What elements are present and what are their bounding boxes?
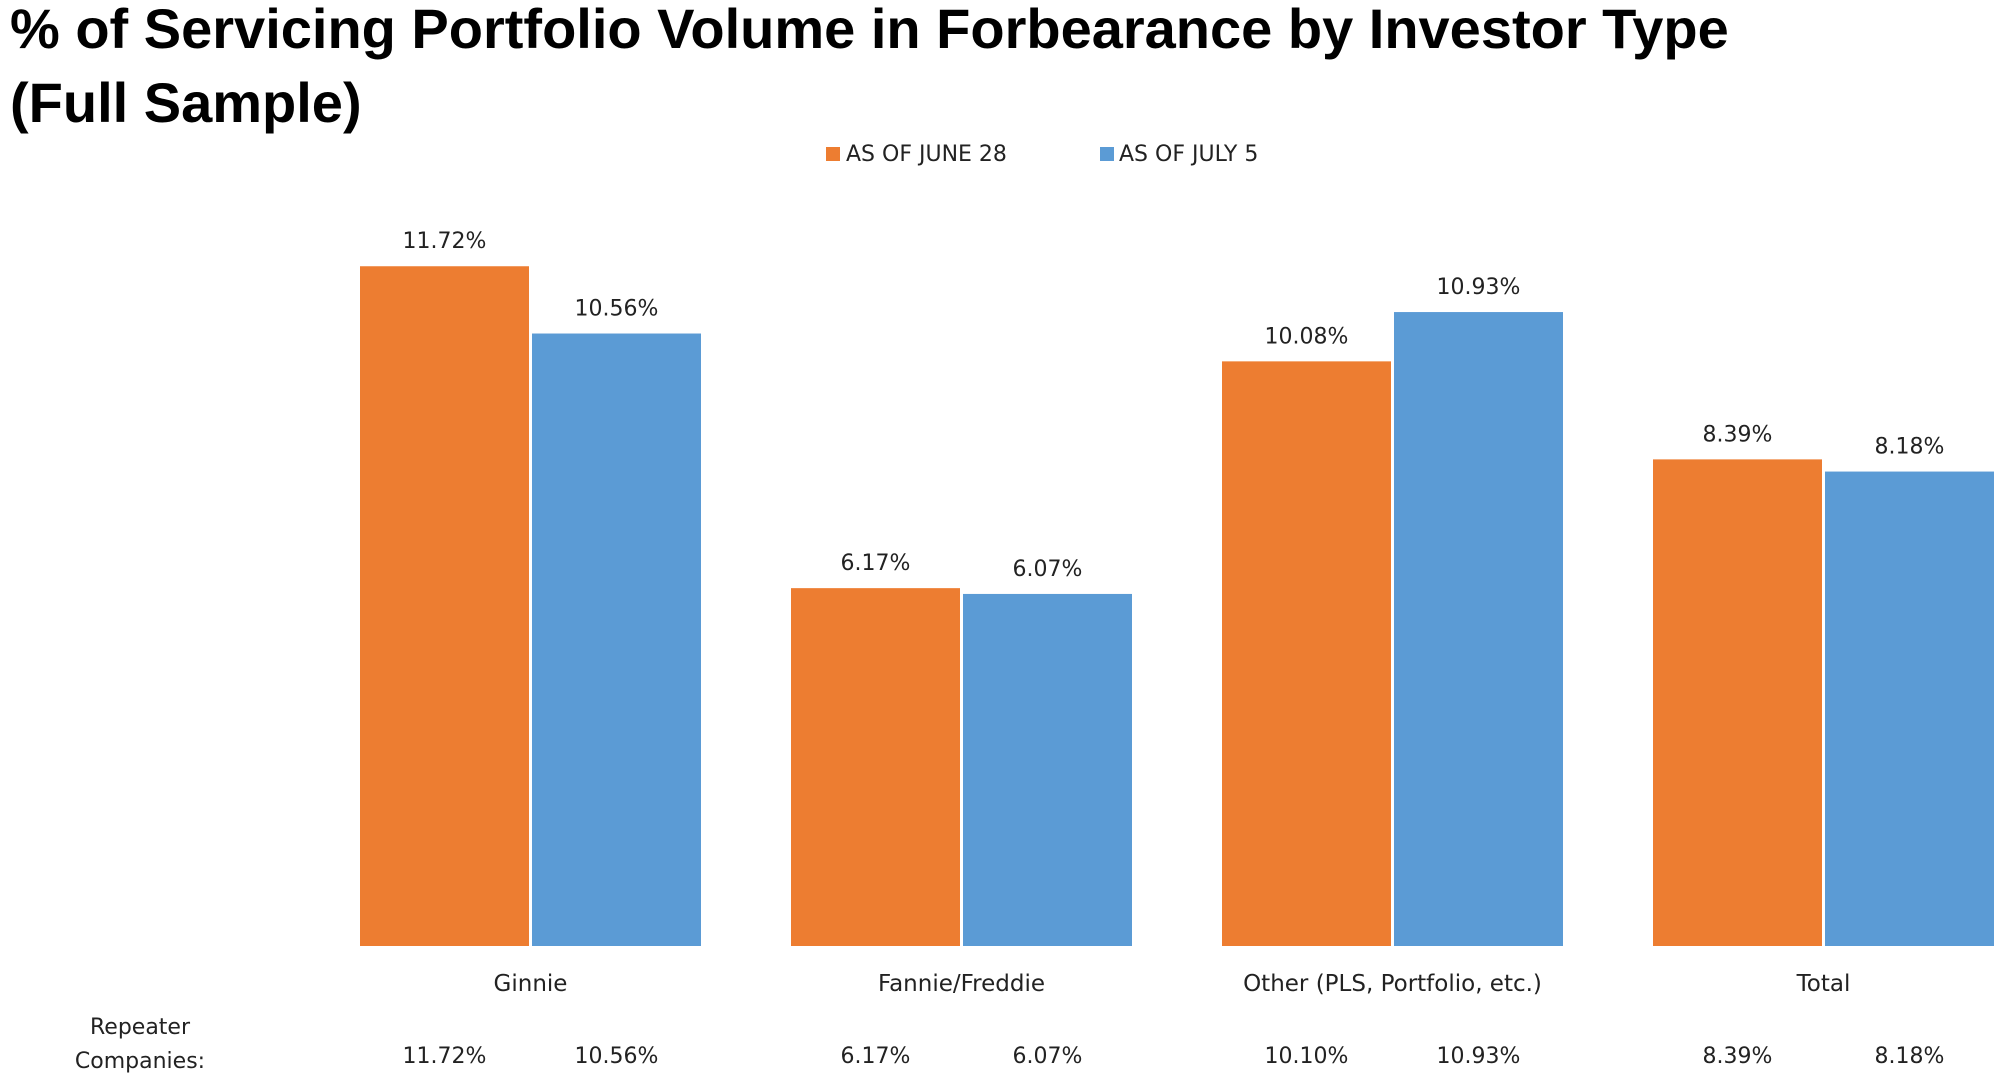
category-label-2: Other (PLS, Portfolio, etc.) [1243,971,1542,997]
chart-title: % of Servicing Portfolio Volume in Forbe… [10,0,1729,60]
legend: AS OF JUNE 28 AS OF JULY 5 [826,142,1258,167]
legend-label-july-5: AS OF JULY 5 [1119,142,1258,167]
repeater-value-3-series-0: 8.39% [1703,1044,1773,1069]
data-label-1-series-1: 6.07% [1013,557,1083,582]
repeater-value-3-series-1: 8.18% [1875,1044,1945,1069]
category-label-3: Total [1796,971,1851,997]
bar-0-series-0 [360,266,529,946]
category-label-0: Ginnie [494,971,568,997]
bar-1-series-0 [791,588,960,946]
repeater-value-2-series-1: 10.93% [1437,1044,1521,1069]
data-label-2-series-0: 10.08% [1265,324,1349,349]
data-label-3-series-1: 8.18% [1875,435,1945,460]
data-label-1-series-0: 6.17% [841,551,911,576]
repeater-value-2-series-0: 10.10% [1265,1044,1349,1069]
data-label-0-series-1: 10.56% [575,297,659,322]
repeater-value-0-series-1: 10.56% [575,1044,659,1069]
bar-3-series-1 [1825,471,1994,946]
bar-0-series-1 [532,333,701,946]
data-label-2-series-1: 10.93% [1437,275,1521,300]
repeater-values-group: 11.72% 10.56% 6.17% 6.07% 10.10% 10.93% 8.39% 8… [403,1044,1945,1069]
data-label-0-series-0: 11.72% [403,229,487,254]
bars-group [360,266,1994,946]
chart-subtitle: (Full Sample) [10,71,362,134]
legend-swatch-june-28 [826,147,840,161]
repeater-label-line2: Companies: [75,1049,205,1074]
repeater-value-0-series-0: 11.72% [403,1044,487,1069]
bar-2-series-1 [1394,312,1563,946]
repeater-label-line1: Repeater [90,1015,191,1040]
bar-1-series-1 [963,593,1132,946]
repeater-value-1-series-1: 6.07% [1013,1044,1083,1069]
data-label-3-series-0: 8.39% [1703,422,1773,447]
category-label-1: Fannie/Freddie [878,971,1045,997]
category-labels-group: Ginnie Fannie/Freddie Other (PLS, Portfoli… [494,971,1851,997]
repeater-value-1-series-0: 6.17% [841,1044,911,1069]
legend-swatch-july-5 [1100,147,1114,161]
bar-2-series-0 [1222,361,1391,946]
data-labels-group: 11.72% 10.56% 6.17% 6.07% 10.08% 10.93% 8.39% 8… [403,229,1945,582]
repeater-companies: Repeater Companies: 11.72% 10.56% 6.17% 6.0… [75,1015,1945,1074]
bar-3-series-0 [1653,459,1822,946]
legend-label-june-28: AS OF JUNE 28 [846,142,1007,167]
